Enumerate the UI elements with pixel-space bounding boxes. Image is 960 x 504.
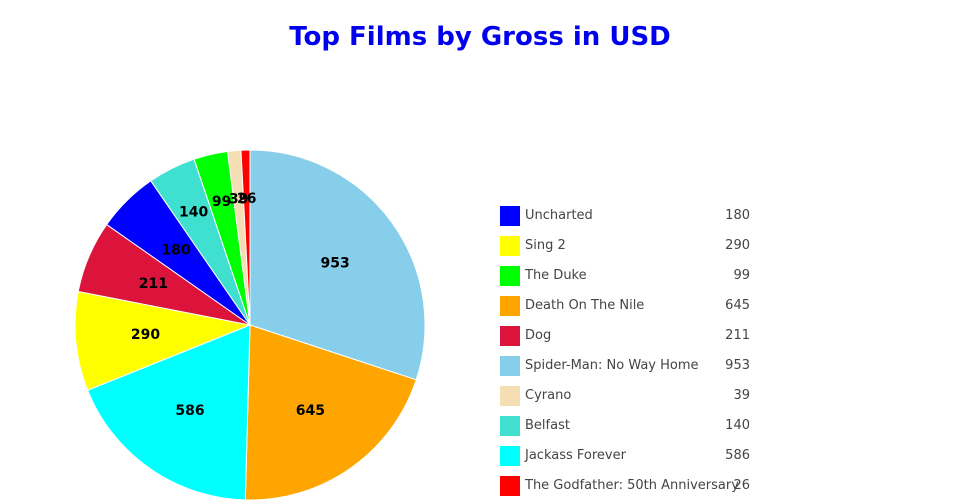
legend-label: Sing 2 — [525, 238, 566, 253]
legend-swatch — [500, 206, 520, 226]
legend-value: 586 — [725, 448, 750, 463]
legend: Uncharted 180 Sing 2 290 The Duke 99 Death On … — [500, 204, 760, 504]
legend-value: 99 — [733, 268, 750, 283]
legend-item[interactable]: The Duke 99 — [500, 264, 760, 294]
legend-value: 26 — [733, 478, 750, 493]
legend-swatch — [500, 326, 520, 346]
slice-value-label: 180 — [161, 242, 190, 258]
legend-item[interactable]: Death On The Nile 645 — [500, 294, 760, 324]
legend-item[interactable]: Jackass Forever 586 — [500, 444, 760, 474]
pie-slice — [244, 324, 417, 500]
legend-label: Dog — [525, 328, 552, 343]
legend-value: 290 — [725, 238, 750, 253]
legend-label: The Godfather: 50th Anniversary — [525, 478, 739, 493]
legend-swatch — [500, 356, 520, 376]
legend-swatch — [500, 266, 520, 286]
legend-label: Cyrano — [525, 388, 572, 403]
slice-value-label: 99 — [212, 194, 231, 210]
slice-value-label: 140 — [179, 204, 208, 220]
slice-value-label: 26 — [237, 191, 256, 207]
slice-value-label: 953 — [320, 255, 349, 271]
legend-item[interactable]: Cyrano 39 — [500, 384, 760, 414]
slice-value-label: 211 — [139, 276, 168, 292]
legend-value: 953 — [725, 358, 750, 373]
legend-item[interactable]: Uncharted 180 — [500, 204, 760, 234]
legend-item[interactable]: Sing 2 290 — [500, 234, 760, 264]
slice-value-label: 290 — [131, 327, 160, 343]
legend-label: Death On The Nile — [525, 298, 645, 313]
pie-slice — [240, 149, 251, 326]
legend-value: 211 — [725, 328, 750, 343]
legend-label: The Duke — [525, 268, 587, 283]
pie-slice — [86, 324, 251, 500]
legend-value: 39 — [733, 388, 750, 403]
chart-title: Top Films by Gross in USD — [289, 22, 671, 52]
legend-label: Jackass Forever — [525, 448, 626, 463]
legend-label: Belfast — [525, 418, 570, 433]
legend-value: 140 — [725, 418, 750, 433]
legend-swatch — [500, 296, 520, 316]
legend-item[interactable]: Spider-Man: No Way Home 953 — [500, 354, 760, 384]
legend-item[interactable]: The Godfather: 50th Anniversary 26 — [500, 474, 760, 504]
legend-swatch — [500, 416, 520, 436]
legend-item[interactable]: Dog 211 — [500, 324, 760, 354]
legend-value: 180 — [725, 208, 750, 223]
legend-swatch — [500, 236, 520, 256]
pie-slice — [249, 149, 426, 381]
legend-swatch — [500, 386, 520, 406]
slice-value-label: 645 — [296, 403, 325, 419]
legend-value: 645 — [725, 298, 750, 313]
legend-swatch — [500, 446, 520, 466]
slice-value-label: 39 — [229, 192, 248, 208]
legend-label: Spider-Man: No Way Home — [525, 358, 699, 373]
slice-value-label: 586 — [175, 403, 204, 419]
legend-item[interactable]: Belfast 140 — [500, 414, 760, 444]
legend-label: Uncharted — [525, 208, 593, 223]
pie-slice — [74, 290, 252, 391]
legend-swatch — [500, 476, 520, 496]
